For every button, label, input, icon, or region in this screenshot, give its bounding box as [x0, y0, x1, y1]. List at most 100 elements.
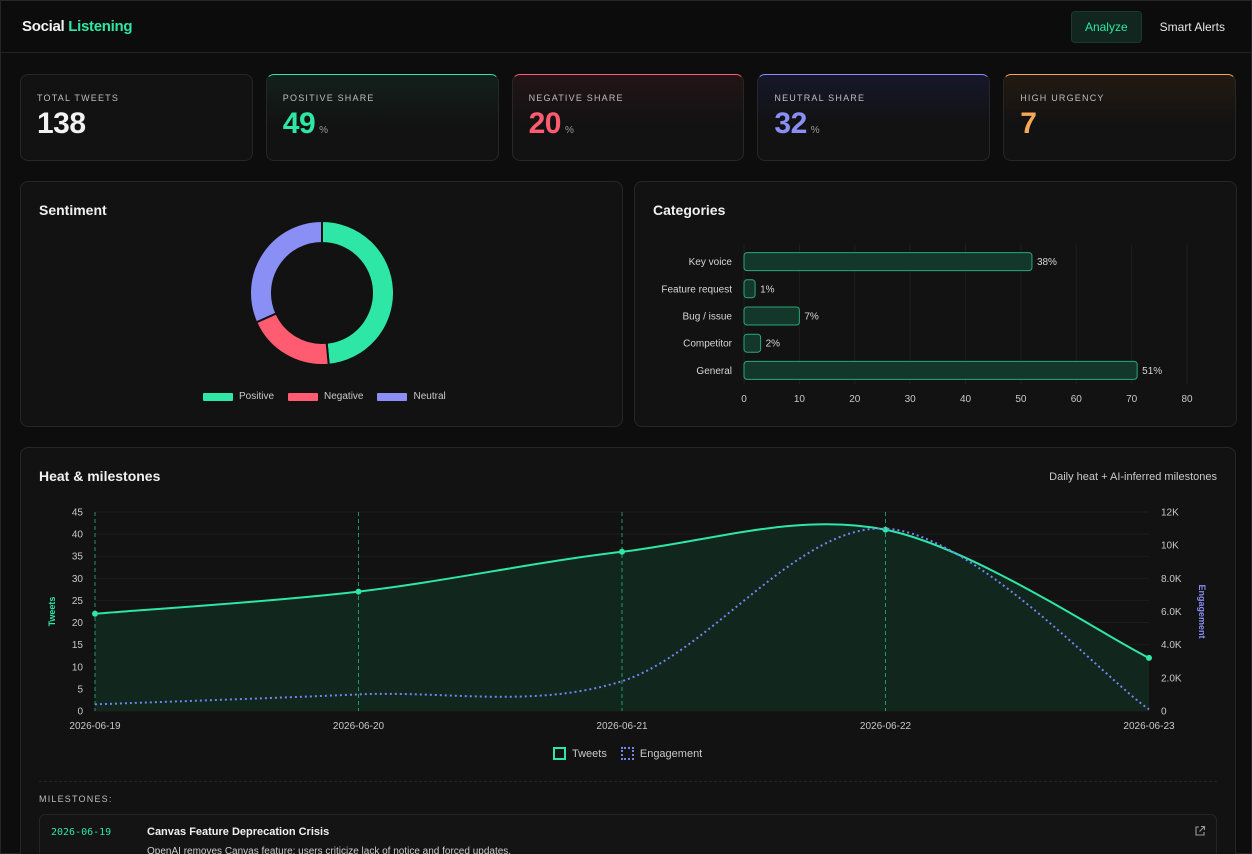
- milestone-title: Canvas Feature Deprecation Crisis: [147, 826, 330, 838]
- kpi-total-tweets: TOTAL TWEETS 138: [20, 74, 253, 161]
- y2-tick-label: 6.0K: [1161, 607, 1182, 618]
- kpi-value: 138: [37, 107, 236, 141]
- y-tick-label: 10: [72, 662, 84, 673]
- y-tick-label: 45: [72, 508, 84, 519]
- kpi-value: 20%: [529, 107, 728, 141]
- legend-swatch-engagement: [620, 747, 634, 760]
- legend-label: Negative: [324, 391, 364, 402]
- legend-item-tweets[interactable]: Tweets: [553, 747, 607, 760]
- milestones-label: MILESTONES:: [39, 794, 113, 804]
- app-logo[interactable]: Social Listening: [22, 18, 133, 35]
- y2-axis-title: Engagement: [1197, 584, 1207, 638]
- sentiment-legend: Positive Negative Neutral: [203, 391, 446, 402]
- kpi-label: NEGATIVE SHARE: [528, 93, 624, 103]
- categories-bar-chart: 0 10 20 30 40 50 60 70 80 Key voice 38% Feature req…: [661, 244, 1193, 405]
- x-tick-label: 80: [1181, 394, 1193, 405]
- legend-item-negative[interactable]: Negative: [288, 391, 363, 402]
- bar-category-label: General: [696, 366, 732, 377]
- bar-category-label: Bug / issue: [683, 312, 733, 323]
- kpi-row: TOTAL TWEETS 138 POSITIVE SHARE 49% NEGA…: [20, 74, 1236, 161]
- x-tick-label: 2026-06-23: [1123, 721, 1175, 732]
- bar-data-label: 51%: [1142, 366, 1162, 377]
- kpi-negative-share: NEGATIVE SHARE 20%: [511, 74, 745, 161]
- y-tick-label: 35: [72, 552, 84, 563]
- tweets-point: [1146, 654, 1152, 661]
- sentiment-title: Sentiment: [39, 202, 107, 218]
- heat-line-chart: 0 5 10 15 20 25 30 35 40 45 0 2.0K 4.0K 6.0K 8.0K 10K 12…: [47, 508, 1207, 733]
- x-tick-label: 2026-06-22: [860, 721, 912, 732]
- y2-tick-label: 2.0K: [1161, 673, 1182, 684]
- y2-tick-label: 8.0K: [1161, 574, 1182, 585]
- x-tick-label: 10: [794, 394, 806, 405]
- tweets-point: [355, 588, 362, 595]
- y-tick-label: 5: [77, 684, 83, 695]
- legend-label: Engagement: [639, 747, 703, 760]
- x-tick-label: 2026-06-21: [596, 721, 648, 732]
- bar-category-label: Key voice: [689, 257, 733, 268]
- y-tick-label: 40: [72, 530, 84, 541]
- legend-swatch-neutral: [377, 392, 408, 401]
- bar-general: [743, 360, 1138, 380]
- nav-smart-alerts[interactable]: Smart Alerts: [1159, 19, 1225, 34]
- bar-competitor: [743, 333, 762, 353]
- bar-feature-request: [743, 279, 756, 299]
- donut-slice-negative: [254, 312, 330, 366]
- x-tick-label: 30: [905, 394, 917, 405]
- x-tick-label: 60: [1071, 394, 1083, 405]
- heat-subtitle: Daily heat + AI-inferred milestones: [1049, 471, 1217, 483]
- y-tick-label: 30: [72, 574, 84, 585]
- top-bar: Social Listening Analyze Smart Alerts: [1, 1, 1251, 53]
- x-tick-label: 0: [741, 394, 747, 405]
- x-tick-label: 40: [960, 394, 972, 405]
- kpi-number: 32: [774, 107, 807, 140]
- sentiment-donut-chart: [249, 219, 395, 366]
- bar-category-label: Competitor: [683, 339, 733, 350]
- donut-slice-positive: [321, 219, 395, 366]
- heat-title: Heat & milestones: [39, 468, 161, 484]
- kpi-positive-share: POSITIVE SHARE 49%: [265, 74, 499, 161]
- y-tick-label: 0: [77, 707, 83, 718]
- y2-tick-label: 10K: [1161, 541, 1179, 552]
- y-tick-label: 15: [72, 640, 84, 651]
- milestones-divider: [39, 781, 1217, 782]
- y-axis-title: Tweets: [47, 597, 57, 627]
- kpi-unit: %: [319, 125, 328, 136]
- legend-swatch-positive: [203, 392, 233, 401]
- y2-tick-label: 12K: [1161, 508, 1179, 519]
- y-tick-label: 25: [72, 596, 84, 607]
- tweets-point: [619, 548, 625, 555]
- kpi-value: 49%: [283, 107, 482, 141]
- legend-item-neutral[interactable]: Neutral: [377, 391, 446, 402]
- legend-swatch-tweets: [553, 747, 566, 760]
- nav-analyze[interactable]: Analyze: [1070, 10, 1142, 43]
- kpi-number: 20: [528, 107, 562, 140]
- sentiment-card: Sentiment Positive Negative Neutral: [20, 181, 623, 427]
- kpi-number: 138: [37, 107, 86, 140]
- external-link-icon[interactable]: [1194, 825, 1206, 837]
- logo-text-social: Social: [22, 18, 65, 35]
- y2-tick-label: 0: [1161, 707, 1167, 718]
- bar-data-label: 38%: [1037, 257, 1057, 268]
- legend-item-engagement[interactable]: Engagement: [620, 747, 703, 760]
- bar-category-label: Feature request: [661, 284, 732, 295]
- main-nav: Analyze Smart Alerts: [1070, 10, 1239, 43]
- tweets-point: [92, 610, 98, 617]
- legend-item-positive[interactable]: Positive: [203, 391, 274, 402]
- y-tick-label: 20: [72, 618, 84, 629]
- kpi-label: TOTAL TWEETS: [37, 93, 120, 103]
- heat-legend: Tweets Engagement: [553, 747, 702, 760]
- kpi-value: 7: [1020, 107, 1219, 141]
- milestone-description: OpenAI removes Canvas feature; users cri…: [147, 846, 512, 854]
- legend-label: Positive: [239, 391, 275, 402]
- categories-card: Categories 0 10 20 30 40 50 60 70 80 Key voice 38%…: [634, 181, 1237, 427]
- x-tick-label: 2026-06-20: [333, 721, 385, 732]
- x-tick-label: 20: [849, 394, 861, 405]
- x-tick-label: 50: [1015, 394, 1027, 405]
- logo-text-listening: Listening: [68, 18, 133, 35]
- kpi-label: NEUTRAL SHARE: [774, 93, 866, 103]
- kpi-high-urgency: HIGH URGENCY 7: [1003, 74, 1236, 161]
- x-tick-label: 70: [1126, 394, 1138, 405]
- bar-key-voice: [743, 252, 1033, 272]
- legend-label: Tweets: [572, 747, 607, 760]
- milestone-row[interactable]: 2026-06-19 Canvas Feature Deprecation Cr…: [39, 814, 1217, 854]
